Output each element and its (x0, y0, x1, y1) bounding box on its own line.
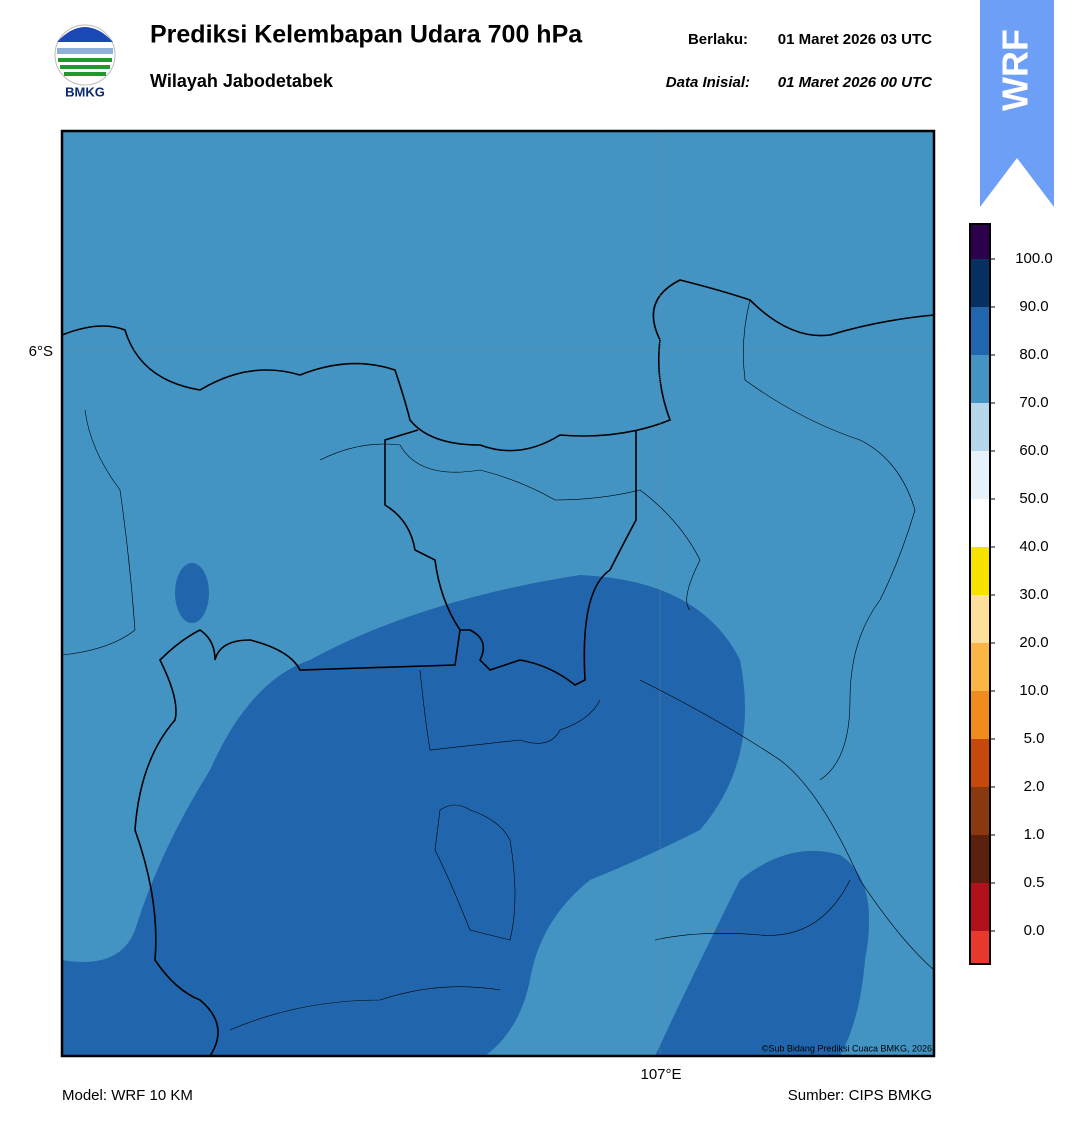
colorbar-segment (970, 259, 990, 307)
colorbar-label: 0.5 (1024, 874, 1045, 891)
credit: ©Sub Bidang Prediksi Cuaca BMKG, 2026 (762, 1043, 932, 1053)
colorbar-segment (970, 307, 990, 355)
colorbar-label: 1.0 (1024, 826, 1045, 843)
colorbar-segment (970, 595, 990, 643)
colorbar-segment (970, 547, 990, 595)
colorbar-frame (969, 223, 991, 965)
init-label: Data Inisial: (666, 74, 750, 91)
colorbar-label: 2.0 (1024, 778, 1045, 795)
colorbar-segment (970, 499, 990, 547)
colorbar-segment (970, 355, 990, 403)
badge-label: WRF (995, 29, 1036, 111)
colorbar-label: 90.0 (1019, 298, 1048, 315)
colorbar-segment (970, 691, 990, 739)
init-time: 01 Maret 2026 00 UTC (778, 74, 933, 91)
logo: BMKG (54, 24, 116, 99)
colorbar-label: 0.0 (1024, 922, 1045, 939)
colorbar-label: 30.0 (1019, 586, 1048, 603)
map (62, 131, 934, 1056)
colorbar-segment (970, 787, 990, 835)
colorbar-segment (970, 739, 990, 787)
map-frame (60, 129, 936, 1058)
colorbar-label: 80.0 (1019, 346, 1048, 363)
subtitle: Wilayah Jabodetabek (150, 71, 334, 91)
badge: WRF (980, 0, 1054, 207)
title: Prediksi Kelembapan Udara 700 hPa (150, 21, 583, 49)
colorbar-segment (970, 835, 990, 883)
logo-label: BMKG (65, 84, 105, 99)
valid-time: 01 Maret 2026 03 UTC (778, 31, 932, 48)
colorbar-segment (970, 931, 990, 964)
colorbar-label: 50.0 (1019, 490, 1048, 507)
colorbar-segment (970, 403, 990, 451)
colorbar-label: 60.0 (1019, 442, 1048, 459)
colorbar-label: 20.0 (1019, 634, 1048, 651)
colorbar-label: 10.0 (1019, 682, 1048, 699)
source: Sumber: CIPS BMKG (788, 1087, 932, 1104)
colorbar-segment (970, 883, 990, 931)
model: Model: WRF 10 KM (62, 1087, 193, 1104)
colorbar-label: 5.0 (1024, 730, 1045, 747)
colorbar-label: 70.0 (1019, 394, 1048, 411)
colorbar-label: 100.0 (1015, 250, 1053, 267)
lon-label: 107°E (640, 1066, 681, 1083)
lat-label: 6°S (29, 343, 53, 360)
colorbar-segment (970, 451, 990, 499)
colorbar-segment (970, 224, 990, 259)
colorbar-segment (970, 643, 990, 691)
valid-label: Berlaku: (688, 31, 748, 48)
colorbar: 0.0 0.5 1.0 2.0 5.0 10.0 20.0 30.0 40.0 50.0 60.0 7… (969, 223, 1053, 965)
colorbar-label: 40.0 (1019, 538, 1048, 555)
